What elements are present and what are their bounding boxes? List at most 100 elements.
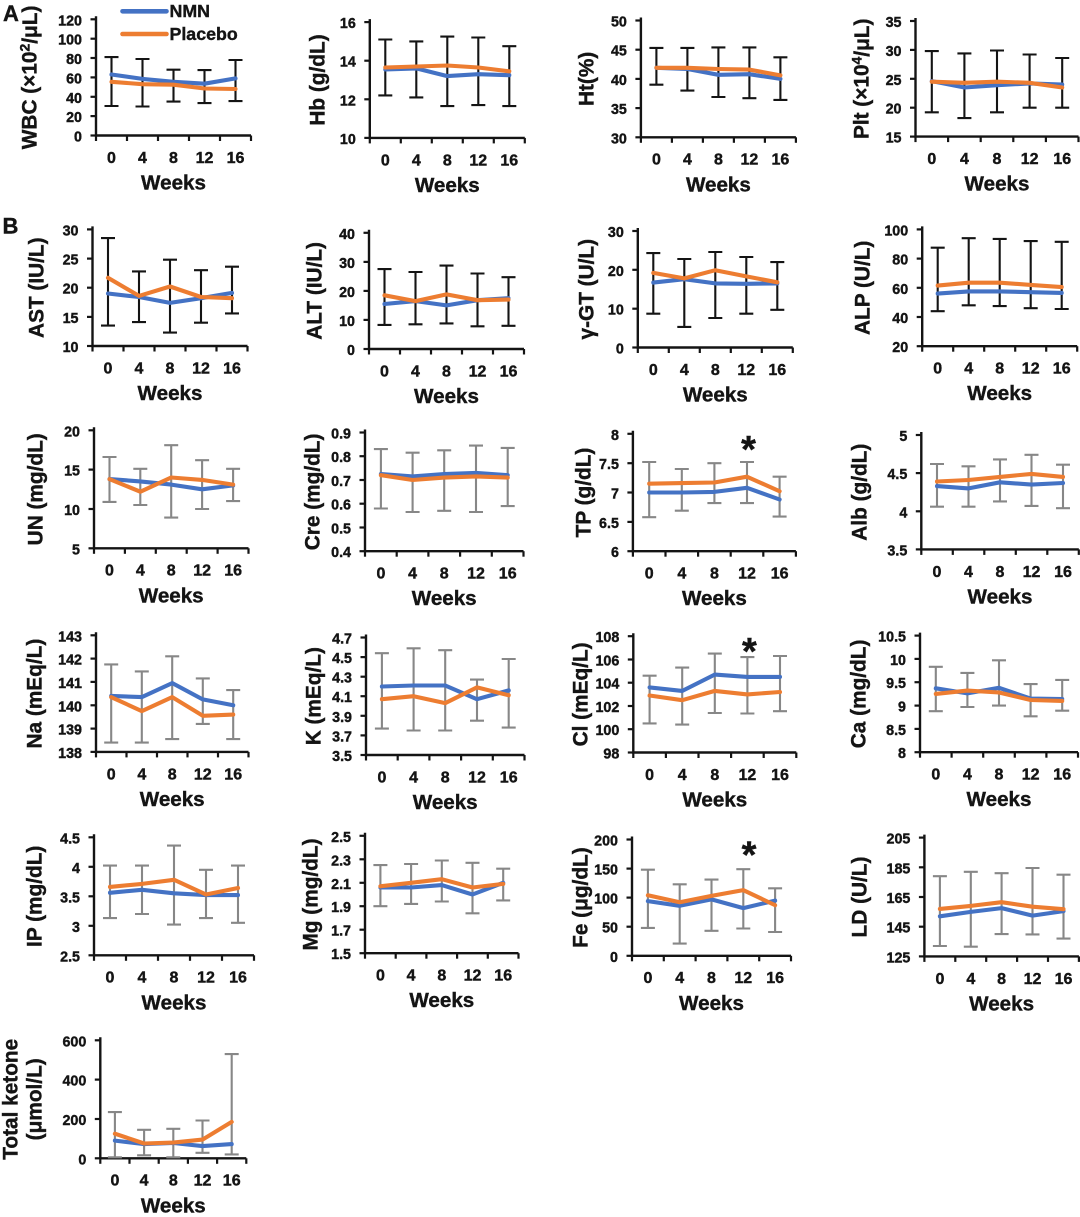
svg-text:4: 4 [680, 362, 689, 379]
svg-text:60: 60 [66, 71, 82, 87]
svg-text:ALP (U/L): ALP (U/L) [852, 241, 875, 335]
svg-text:60: 60 [892, 282, 908, 298]
svg-text:4: 4 [140, 1173, 149, 1190]
svg-text:10: 10 [890, 653, 906, 669]
svg-text:γ-GT (U/L): γ-GT (U/L) [576, 239, 599, 340]
svg-text:10: 10 [608, 303, 624, 319]
svg-text:8: 8 [707, 970, 716, 987]
svg-text:16: 16 [224, 766, 242, 783]
svg-text:Total ketone: Total ketone [0, 1039, 23, 1160]
svg-text:4: 4 [966, 971, 975, 988]
svg-text:Fe (μg/dL): Fe (μg/dL) [570, 847, 593, 948]
svg-text:8: 8 [167, 563, 176, 580]
svg-text:8: 8 [995, 361, 1004, 378]
svg-text:100: 100 [594, 892, 618, 908]
svg-text:0: 0 [933, 564, 942, 581]
svg-text:0: 0 [110, 1173, 119, 1190]
svg-text:120: 120 [58, 13, 82, 29]
svg-text:3.5: 3.5 [332, 749, 352, 765]
svg-text:Weeks: Weeks [965, 173, 1030, 196]
svg-text:145: 145 [887, 921, 911, 937]
svg-text:Weeks: Weeks [679, 992, 744, 1015]
svg-text:Na (mEq/L): Na (mEq/L) [24, 639, 47, 749]
svg-text:15: 15 [64, 464, 80, 480]
svg-text:12: 12 [469, 363, 487, 380]
svg-text:0: 0 [645, 767, 654, 784]
svg-text:12: 12 [194, 1173, 212, 1190]
svg-text:4: 4 [408, 566, 417, 583]
svg-text:16: 16 [229, 970, 247, 987]
svg-text:20: 20 [886, 102, 902, 118]
svg-text:10: 10 [339, 314, 355, 330]
svg-text:4: 4 [963, 767, 972, 784]
svg-text:4.3: 4.3 [332, 671, 352, 687]
svg-text:Weeks: Weeks [683, 384, 748, 407]
svg-text:3.9: 3.9 [332, 710, 352, 726]
svg-text:16: 16 [772, 152, 790, 169]
svg-text:10: 10 [340, 132, 356, 148]
svg-text:16: 16 [500, 363, 518, 380]
svg-text:Weeks: Weeks [139, 584, 204, 607]
svg-text:Cre (mg/dL): Cre (mg/dL) [302, 434, 325, 551]
svg-text:Ca (mg/dL): Ca (mg/dL) [848, 640, 871, 749]
svg-text:16: 16 [500, 152, 518, 169]
svg-text:205: 205 [887, 832, 911, 848]
svg-text:4.1: 4.1 [332, 690, 352, 706]
svg-text:20: 20 [608, 264, 624, 280]
svg-text:15: 15 [63, 311, 79, 327]
svg-text:(μmol/L): (μmol/L) [24, 1058, 47, 1140]
svg-text:30: 30 [611, 131, 627, 147]
svg-text:2.5: 2.5 [331, 830, 351, 846]
svg-text:16: 16 [768, 362, 786, 379]
svg-text:12: 12 [196, 150, 214, 167]
svg-text:14: 14 [340, 55, 356, 71]
svg-text:4: 4 [678, 767, 687, 784]
svg-text:40: 40 [892, 311, 908, 327]
svg-text:40: 40 [339, 227, 355, 243]
svg-text:8: 8 [710, 566, 719, 583]
svg-text:4: 4 [960, 151, 969, 168]
svg-text:0: 0 [927, 151, 936, 168]
svg-text:12: 12 [468, 769, 486, 786]
svg-text:0: 0 [74, 130, 82, 146]
svg-text:12: 12 [1021, 151, 1039, 168]
svg-text:45: 45 [611, 44, 627, 60]
svg-text:4: 4 [677, 566, 686, 583]
svg-text:4: 4 [964, 564, 973, 581]
svg-text:Weeks: Weeks [682, 789, 747, 812]
svg-text:2.3: 2.3 [331, 853, 351, 869]
svg-text:Ht(%): Ht(%) [576, 52, 599, 106]
svg-text:20: 20 [66, 110, 82, 126]
svg-text:12: 12 [1024, 971, 1042, 988]
svg-text:6: 6 [611, 545, 619, 561]
svg-text:8: 8 [611, 428, 619, 444]
svg-text:0: 0 [107, 766, 116, 783]
svg-text:0: 0 [105, 563, 114, 580]
svg-text:4.5: 4.5 [60, 831, 80, 847]
svg-text:35: 35 [886, 15, 902, 31]
svg-text:AST (IU/L): AST (IU/L) [26, 237, 49, 338]
svg-text:12: 12 [467, 566, 485, 583]
svg-text:16: 16 [500, 769, 518, 786]
svg-text:8: 8 [711, 362, 720, 379]
svg-text:4: 4 [138, 970, 147, 987]
svg-text:A: A [3, 1, 19, 26]
svg-text:20: 20 [64, 424, 80, 440]
svg-text:8: 8 [166, 360, 175, 377]
svg-text:Weeks: Weeks [415, 174, 480, 197]
svg-text:3.5: 3.5 [60, 890, 80, 906]
svg-text:4: 4 [135, 360, 144, 377]
svg-text:16: 16 [340, 16, 356, 32]
svg-text:12: 12 [737, 362, 755, 379]
svg-text:25: 25 [886, 73, 902, 89]
svg-text:UN (mg/dL): UN (mg/dL) [25, 433, 48, 545]
svg-text:200: 200 [62, 1113, 86, 1129]
svg-text:138: 138 [58, 746, 82, 762]
svg-text:Weeks: Weeks [968, 585, 1033, 608]
svg-text:80: 80 [892, 253, 908, 269]
svg-text:12: 12 [1022, 361, 1040, 378]
svg-text:Weeks: Weeks [141, 1194, 206, 1217]
svg-text:106: 106 [595, 654, 619, 670]
svg-text:4: 4 [683, 152, 692, 169]
svg-text:12: 12 [194, 766, 212, 783]
